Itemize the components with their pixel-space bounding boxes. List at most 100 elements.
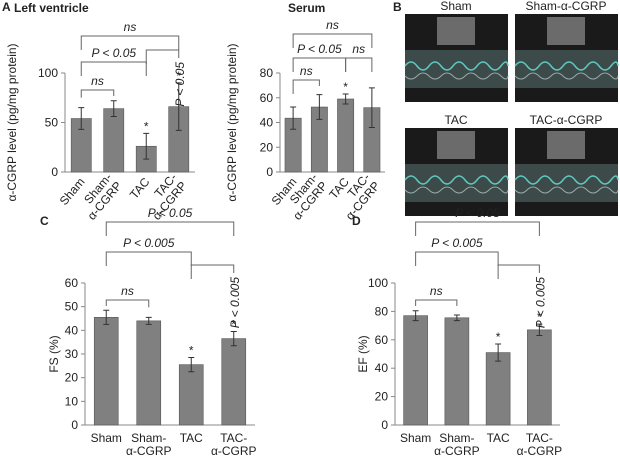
significance-bracket	[145, 49, 180, 64]
y-tick-label: 20	[375, 390, 389, 404]
y-tick-label: 80	[375, 304, 389, 318]
y-tick-label: 80	[260, 66, 274, 80]
error-bar	[316, 94, 323, 120]
bar	[403, 315, 428, 426]
x-tick-label: Sham-α-CGRP	[434, 431, 480, 458]
bar	[93, 317, 119, 426]
significance-label: P < 0.005	[228, 277, 242, 329]
significance-label: ns	[121, 284, 134, 298]
significance-bracket	[415, 221, 540, 236]
significance-star: *	[496, 330, 501, 344]
echo-sector	[437, 131, 475, 159]
y-tick-label: 20	[65, 371, 79, 385]
error-bar	[342, 93, 349, 105]
x-tick-label: Sham	[91, 431, 122, 445]
error-bar	[145, 316, 152, 325]
significance-label: P < 0.005	[533, 277, 547, 329]
bar	[485, 352, 511, 426]
panel-letter: D	[352, 214, 361, 228]
y-tick-label: 60	[375, 333, 389, 347]
x-tick-label: Sham	[400, 431, 431, 445]
y-axis-label: α-CGRP level (pg/mg protein)	[225, 43, 239, 201]
y-tick-label: 0	[381, 418, 388, 432]
image-label: TAC	[444, 113, 467, 127]
significance-star: *	[231, 318, 236, 332]
significance-star: *	[343, 80, 348, 94]
bar	[444, 317, 470, 426]
significance-label: ns	[91, 74, 104, 88]
y-tick-label: 40	[65, 323, 79, 337]
significance-bracket	[415, 251, 499, 266]
significance-bracket	[80, 35, 180, 50]
y-tick-label: 0	[51, 165, 58, 179]
x-tick-label: Sham	[57, 175, 88, 208]
image-label: Sham	[440, 0, 471, 13]
y-tick-label: 40	[260, 116, 274, 130]
chart-title: Serum	[288, 1, 325, 15]
significance-label: P < 0.05	[297, 42, 342, 56]
y-axis-label: EF (%)	[356, 335, 370, 372]
y-tick-label: 20	[260, 140, 274, 154]
significance-bracket	[415, 299, 458, 306]
significance-label: ns	[352, 42, 365, 56]
y-tick-label: 50	[65, 300, 79, 314]
significance-label: ns	[300, 64, 313, 78]
error-bar	[188, 357, 195, 373]
m-mode-wave	[404, 175, 509, 185]
bar	[527, 329, 552, 426]
y-tick-label: 40	[375, 361, 389, 375]
y-tick-label: 60	[65, 276, 79, 290]
m-mode-wave	[404, 72, 509, 80]
significance-label: P < 0.05	[173, 62, 187, 107]
significance-bracket	[105, 221, 235, 236]
significance-label: ns	[326, 18, 339, 32]
error-bar	[175, 82, 182, 131]
panel-letter: B	[393, 0, 402, 14]
bar	[136, 320, 162, 426]
error-bar	[230, 331, 237, 347]
significance-bracket	[80, 61, 147, 76]
panel-letter: A	[2, 0, 11, 14]
error-bar	[536, 323, 543, 337]
image-label: TAC-α-CGRP	[530, 113, 603, 127]
x-tick-label: TAC	[487, 431, 510, 445]
y-tick-label: 30	[65, 347, 79, 361]
m-mode-wave	[404, 61, 509, 71]
significance-bracket	[190, 264, 235, 279]
significance-star: *	[144, 119, 149, 133]
error-bar	[290, 106, 297, 130]
significance-bracket	[292, 33, 373, 48]
echo-sector	[547, 131, 585, 159]
significance-label: ns	[124, 20, 137, 34]
significance-label: P < 0.005	[123, 236, 175, 250]
x-tick-label: TAC-α-CGRP	[517, 431, 563, 458]
x-tick-label: Sham-α-CGRP	[126, 431, 172, 458]
m-mode-wave	[514, 175, 619, 185]
m-mode-wave	[514, 61, 619, 71]
significance-label: P < 0.05	[148, 206, 193, 220]
bar	[337, 98, 355, 173]
significance-bracket	[105, 299, 150, 308]
echo-sector	[547, 17, 585, 45]
significance-bracket	[345, 57, 373, 72]
echo-sector	[437, 17, 475, 45]
y-tick-label: 0	[266, 165, 273, 179]
significance-label: P < 0.05	[455, 206, 500, 220]
error-bar	[453, 314, 460, 322]
error-bar	[495, 343, 502, 362]
m-mode-wave	[404, 186, 509, 194]
x-tick-label: TAC	[127, 175, 153, 202]
error-bar	[143, 132, 150, 160]
y-tick-label: 0	[71, 418, 78, 432]
significance-label: P < 0.05	[91, 46, 136, 60]
significance-label: P < 0.005	[431, 236, 483, 250]
image-label: Sham-α-CGRP	[526, 0, 607, 13]
significance-bracket	[105, 251, 192, 266]
significance-bracket	[292, 79, 320, 94]
y-tick-label: 60	[260, 91, 274, 105]
bar	[103, 108, 125, 173]
bar	[178, 364, 204, 426]
m-mode-wave	[514, 186, 619, 194]
significance-bracket	[80, 89, 115, 98]
